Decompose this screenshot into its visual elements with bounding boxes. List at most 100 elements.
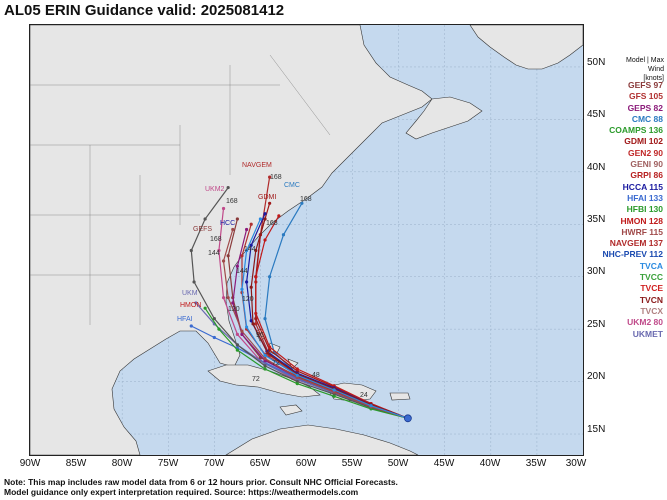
- lat-label-35n: 35N: [587, 214, 606, 225]
- track-point: [263, 367, 267, 371]
- lon-label-60w: 60W: [295, 458, 317, 469]
- legend-item-tvce[interactable]: TVCE: [640, 283, 663, 294]
- south-america-land: [225, 424, 419, 455]
- legend-item-tvcc[interactable]: TVCC: [639, 272, 663, 283]
- legend-item-grpi[interactable]: GRPI 86: [630, 170, 663, 181]
- legend-item-ukmet[interactable]: UKMET: [632, 328, 663, 339]
- legend-item-tvcx[interactable]: TVCX: [640, 305, 663, 316]
- footer-note: Note: This map includes raw model data f…: [4, 477, 398, 497]
- legend-header-units: [knots]: [643, 75, 664, 82]
- track-point: [226, 254, 230, 258]
- track-point: [332, 388, 336, 392]
- lat-label-45n: 45N: [587, 109, 606, 120]
- track-point: [254, 322, 258, 326]
- track-point: [240, 332, 244, 336]
- legend-item-hmon[interactable]: HMON 128: [620, 215, 663, 226]
- page-title: AL05 ERIN Guidance valid: 2025081412: [4, 2, 285, 19]
- legend-item-cmc[interactable]: CMC 88: [631, 113, 663, 124]
- track-point: [281, 233, 286, 237]
- track-point: [226, 185, 230, 190]
- hour-168-label: 168: [270, 174, 282, 181]
- track-point: [244, 227, 249, 232]
- state-border: [269, 54, 331, 136]
- track-point: [212, 317, 216, 321]
- hour-144-label: 144: [244, 246, 256, 253]
- lat-label-15n: 15N: [587, 424, 606, 435]
- track-point: [235, 264, 239, 268]
- track-point: [332, 394, 336, 398]
- track-point: [244, 325, 249, 329]
- track-point: [263, 212, 267, 216]
- track-point: [295, 373, 299, 377]
- track-point: [235, 332, 239, 336]
- legend-item-tvcn[interactable]: TVCN: [639, 294, 663, 305]
- lat-label-30n: 30N: [587, 266, 606, 277]
- track-point: [231, 227, 235, 232]
- map-panel[interactable]: NAVGEM CMC UKM2 GEFS HFAI UKM HMON GDMI …: [29, 24, 584, 456]
- hour-120-label: 120: [242, 296, 254, 303]
- lat-label-50n: 50N: [587, 57, 606, 68]
- track-point: [240, 329, 244, 333]
- cuba-land: [207, 364, 321, 398]
- lon-label-80w: 80W: [111, 458, 133, 469]
- track-point: [254, 248, 258, 253]
- lon-label-65w: 65W: [249, 458, 271, 469]
- track-point: [194, 301, 198, 305]
- track-point: [263, 356, 267, 361]
- track-point: [251, 322, 255, 326]
- track-point: [235, 348, 239, 352]
- legend-item-nhc-prev[interactable]: NHC-PREV 112: [602, 249, 663, 260]
- track-point: [221, 206, 226, 211]
- legend-item-geps[interactable]: GEPS 82: [627, 102, 663, 113]
- lat-label-20n: 20N: [587, 371, 606, 382]
- legend-item-hfbi[interactable]: HFBI 130: [626, 204, 663, 215]
- track-point: [263, 238, 267, 242]
- legend-item-hcca[interactable]: HCCA 115: [622, 181, 663, 192]
- hour-144-label: 144: [208, 250, 220, 257]
- lon-label-35w: 35W: [525, 458, 547, 469]
- track-point: [254, 311, 258, 316]
- cmc-track-label: CMC: [284, 182, 300, 189]
- lon-label-45w: 45W: [433, 458, 455, 469]
- legend-item-gen2[interactable]: GEN2 90: [628, 147, 663, 158]
- track-point: [263, 364, 267, 368]
- legend-item-tvca[interactable]: TVCA: [639, 260, 663, 271]
- track-point: [217, 327, 221, 331]
- track-point: [268, 345, 272, 349]
- lat-label-40n: 40N: [587, 162, 606, 173]
- legend-item-gdmi[interactable]: GDMI 102: [624, 136, 663, 147]
- track-point: [189, 248, 193, 253]
- track-point: [258, 217, 263, 221]
- track-point: [295, 367, 299, 371]
- lon-label-30w: 30W: [565, 458, 587, 469]
- hcc-track-label: HCC: [220, 220, 235, 227]
- legend-item-geni[interactable]: GENI 90: [630, 159, 663, 170]
- legend-item-gfs[interactable]: GFS 105: [628, 91, 663, 102]
- legend-item-gefs[interactable]: GEFS 97: [628, 80, 663, 90]
- lat-label-25n: 25N: [587, 319, 606, 330]
- lon-label-70w: 70W: [203, 458, 225, 469]
- hfai-track-label: HFAI: [177, 316, 193, 323]
- track-point: [254, 317, 258, 321]
- hmon-track-label: HMON: [180, 302, 201, 309]
- legend-item-ukm2[interactable]: UKM2 80: [627, 317, 663, 328]
- track-point: [221, 259, 226, 263]
- track-point: [263, 353, 267, 357]
- legend-item-hwrf[interactable]: HWRF 115: [621, 226, 663, 237]
- model-legend: GEFS 97 GFS 105 GEPS 82 CMC 88 COAMPS 13…: [583, 80, 663, 340]
- lon-label-50w: 50W: [387, 458, 409, 469]
- track-point: [249, 222, 253, 226]
- land-layer: [30, 25, 583, 455]
- track-point: [263, 217, 267, 221]
- track-point: [263, 317, 267, 321]
- track-point: [249, 285, 253, 289]
- legend-item-coamps[interactable]: COAMPS 136: [609, 125, 663, 136]
- legend-item-navgem[interactable]: NAVGEM 137: [609, 238, 663, 249]
- legend-item-hfai[interactable]: HFAI 133: [627, 192, 663, 203]
- map-canvas[interactable]: NAVGEM CMC UKM2 GEFS HFAI UKM HMON GDMI …: [30, 25, 583, 455]
- track-point: [203, 306, 207, 310]
- ukm-track-label: UKM: [182, 290, 198, 297]
- track-point: [192, 280, 196, 284]
- hour-96-label: 96: [256, 332, 264, 339]
- track-point: [221, 296, 226, 300]
